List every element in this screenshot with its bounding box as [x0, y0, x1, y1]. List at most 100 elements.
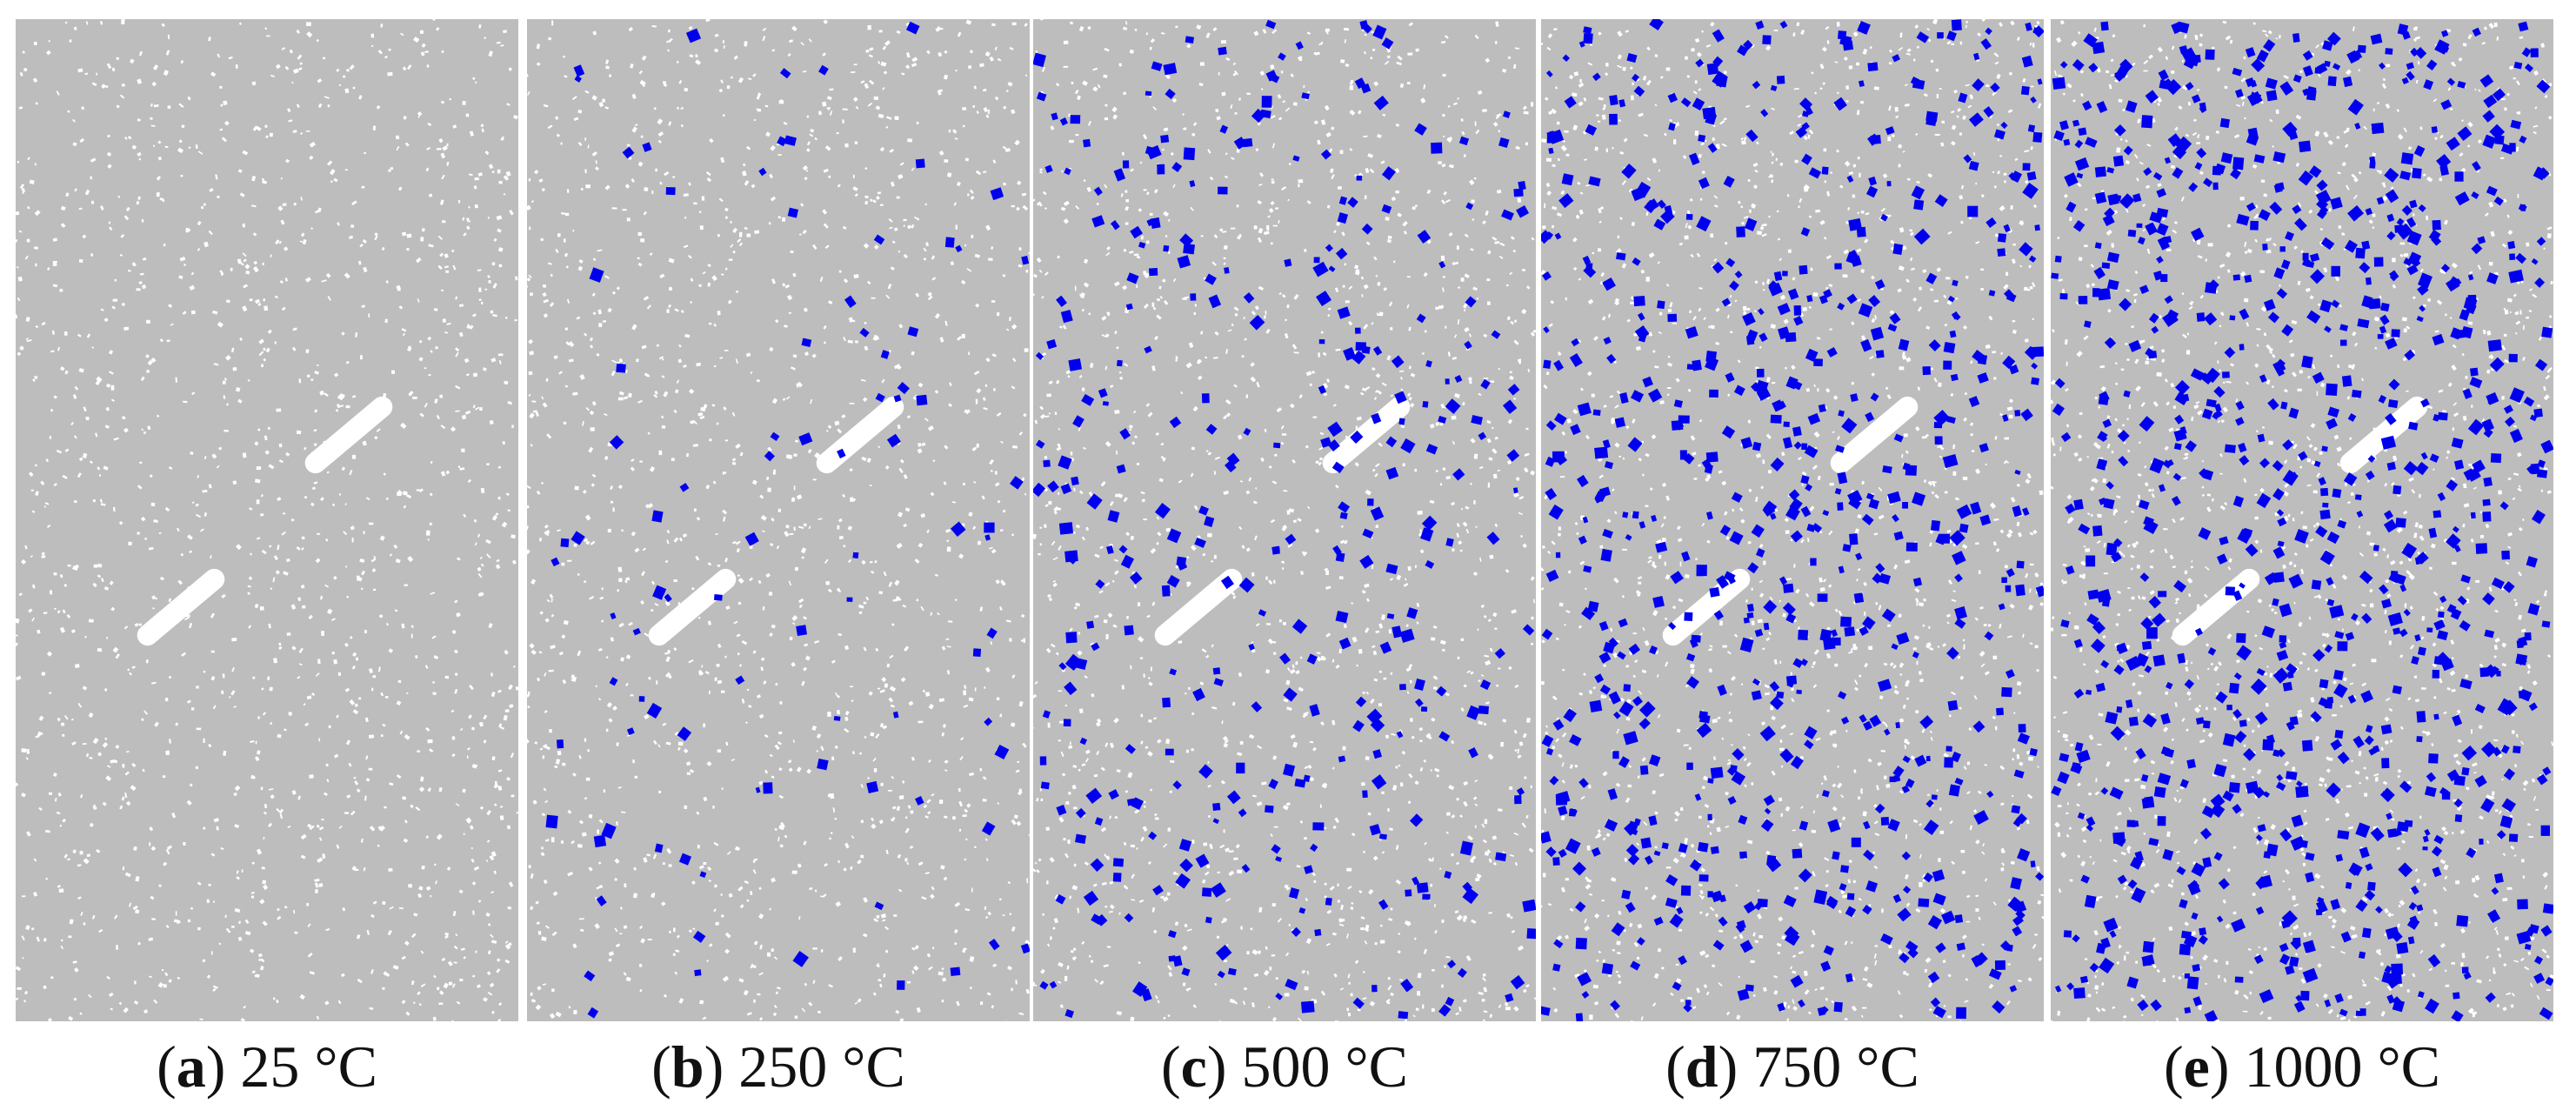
- micro-crack: [2321, 445, 2328, 452]
- micro-crack: [2059, 752, 2070, 763]
- micro-crack: [2100, 786, 2109, 795]
- lower-flaw: [2172, 568, 2260, 646]
- micro-crack: [1591, 846, 1601, 857]
- micro-crack: [1874, 278, 1885, 290]
- micro-crack: [2065, 565, 2075, 575]
- micro-crack: [651, 510, 664, 523]
- micro-crack: [1555, 552, 1561, 558]
- panel-b-specimen: [527, 19, 1030, 1021]
- micro-crack: [1144, 345, 1152, 354]
- micro-crack: [2233, 672, 2242, 680]
- micro-crack: [571, 531, 585, 545]
- micro-crack: [2152, 171, 2163, 181]
- micro-crack: [2399, 584, 2407, 592]
- micro-crack: [2420, 451, 2428, 460]
- micro-crack: [1175, 873, 1191, 889]
- micro-crack: [2386, 813, 2392, 820]
- micro-crack: [1335, 611, 1349, 624]
- micro-crack: [2171, 496, 2181, 506]
- micro-crack: [2275, 182, 2285, 191]
- micro-crack: [1846, 175, 1854, 184]
- micro-crack: [2070, 762, 2083, 774]
- micro-crack: [2149, 458, 2165, 474]
- micro-crack: [1834, 263, 1842, 270]
- micro-crack: [2439, 44, 2450, 53]
- micro-crack: [2396, 223, 2413, 240]
- micro-crack: [2267, 311, 2280, 324]
- micro-crack: [1935, 942, 1946, 953]
- micro-crack: [1968, 396, 1980, 408]
- micro-crack: [2379, 584, 2389, 595]
- micro-crack: [892, 711, 899, 719]
- micro-crack: [2219, 536, 2229, 545]
- micro-crack: [2128, 339, 2142, 352]
- micro-crack: [2526, 926, 2535, 937]
- micro-crack: [1902, 501, 1909, 509]
- micro-crack: [2491, 886, 2499, 895]
- micro-crack: [2238, 442, 2247, 453]
- micro-crack: [1820, 960, 1832, 972]
- micro-crack: [2191, 862, 2206, 877]
- micro-crack: [1697, 841, 1709, 853]
- micro-crack: [1177, 559, 1188, 571]
- micro-crack: [2440, 30, 2449, 37]
- micro-crack: [1226, 790, 1241, 805]
- panel-b-image: [527, 19, 1030, 1021]
- micro-crack: [1385, 436, 1398, 448]
- micro-crack: [1466, 705, 1481, 720]
- micro-crack: [2466, 847, 2477, 859]
- micro-crack: [2416, 316, 2424, 323]
- micro-crack: [2072, 219, 2085, 232]
- micro-crack: [2031, 362, 2039, 370]
- micro-crack: [2480, 798, 2495, 813]
- micro-crack: [1944, 757, 1953, 768]
- micro-crack: [1303, 774, 1311, 782]
- micro-crack: [1385, 563, 1398, 575]
- micro-crack: [1445, 398, 1461, 414]
- micro-crack: [2432, 669, 2439, 679]
- micro-crack: [556, 739, 564, 749]
- micro-crack: [2220, 152, 2233, 164]
- micro-crack: [2474, 703, 2486, 713]
- micro-crack: [2116, 706, 2123, 713]
- micro-crack: [2185, 440, 2197, 452]
- micro-crack: [1063, 719, 1071, 727]
- micro-crack: [1513, 487, 1518, 493]
- micro-crack: [1875, 563, 1885, 573]
- micro-crack: [2530, 463, 2540, 475]
- micro-crack: [1552, 857, 1560, 866]
- micro-crack: [2368, 747, 2377, 756]
- micro-crack: [1283, 763, 1296, 777]
- micro-crack: [874, 901, 884, 911]
- specimen-matrix: [527, 19, 1030, 1021]
- micro-crack: [1763, 794, 1775, 806]
- micro-crack: [1783, 894, 1797, 907]
- micro-crack: [1359, 554, 1374, 569]
- micro-crack: [2018, 724, 2026, 733]
- micro-crack: [2501, 550, 2511, 560]
- micro-crack: [1083, 890, 1099, 906]
- micro-crack: [1862, 904, 1872, 915]
- micro-crack: [1707, 891, 1713, 898]
- micro-crack: [2414, 47, 2427, 59]
- micro-crack: [2423, 79, 2434, 90]
- micro-crack: [2373, 257, 2384, 267]
- micro-crack: [2277, 540, 2285, 547]
- micro-crack: [2277, 517, 2287, 527]
- micro-crack: [1804, 726, 1818, 739]
- micro-crack: [1608, 691, 1621, 705]
- micro-crack: [2279, 641, 2287, 649]
- micro-crack: [2272, 459, 2284, 472]
- micro-crack: [2326, 782, 2341, 799]
- micro-crack: [2029, 747, 2038, 757]
- micro-crack: [1425, 444, 1438, 455]
- micro-crack: [2500, 143, 2514, 155]
- micro-crack: [2296, 780, 2303, 787]
- micro-crack: [1108, 789, 1119, 800]
- micro-crack: [1607, 788, 1618, 800]
- micro-crack: [2461, 766, 2470, 776]
- micro-crack: [1954, 573, 1964, 583]
- micro-crack: [1813, 889, 1828, 905]
- micro-crack: [1318, 385, 1327, 395]
- micro-crack: [2432, 219, 2441, 231]
